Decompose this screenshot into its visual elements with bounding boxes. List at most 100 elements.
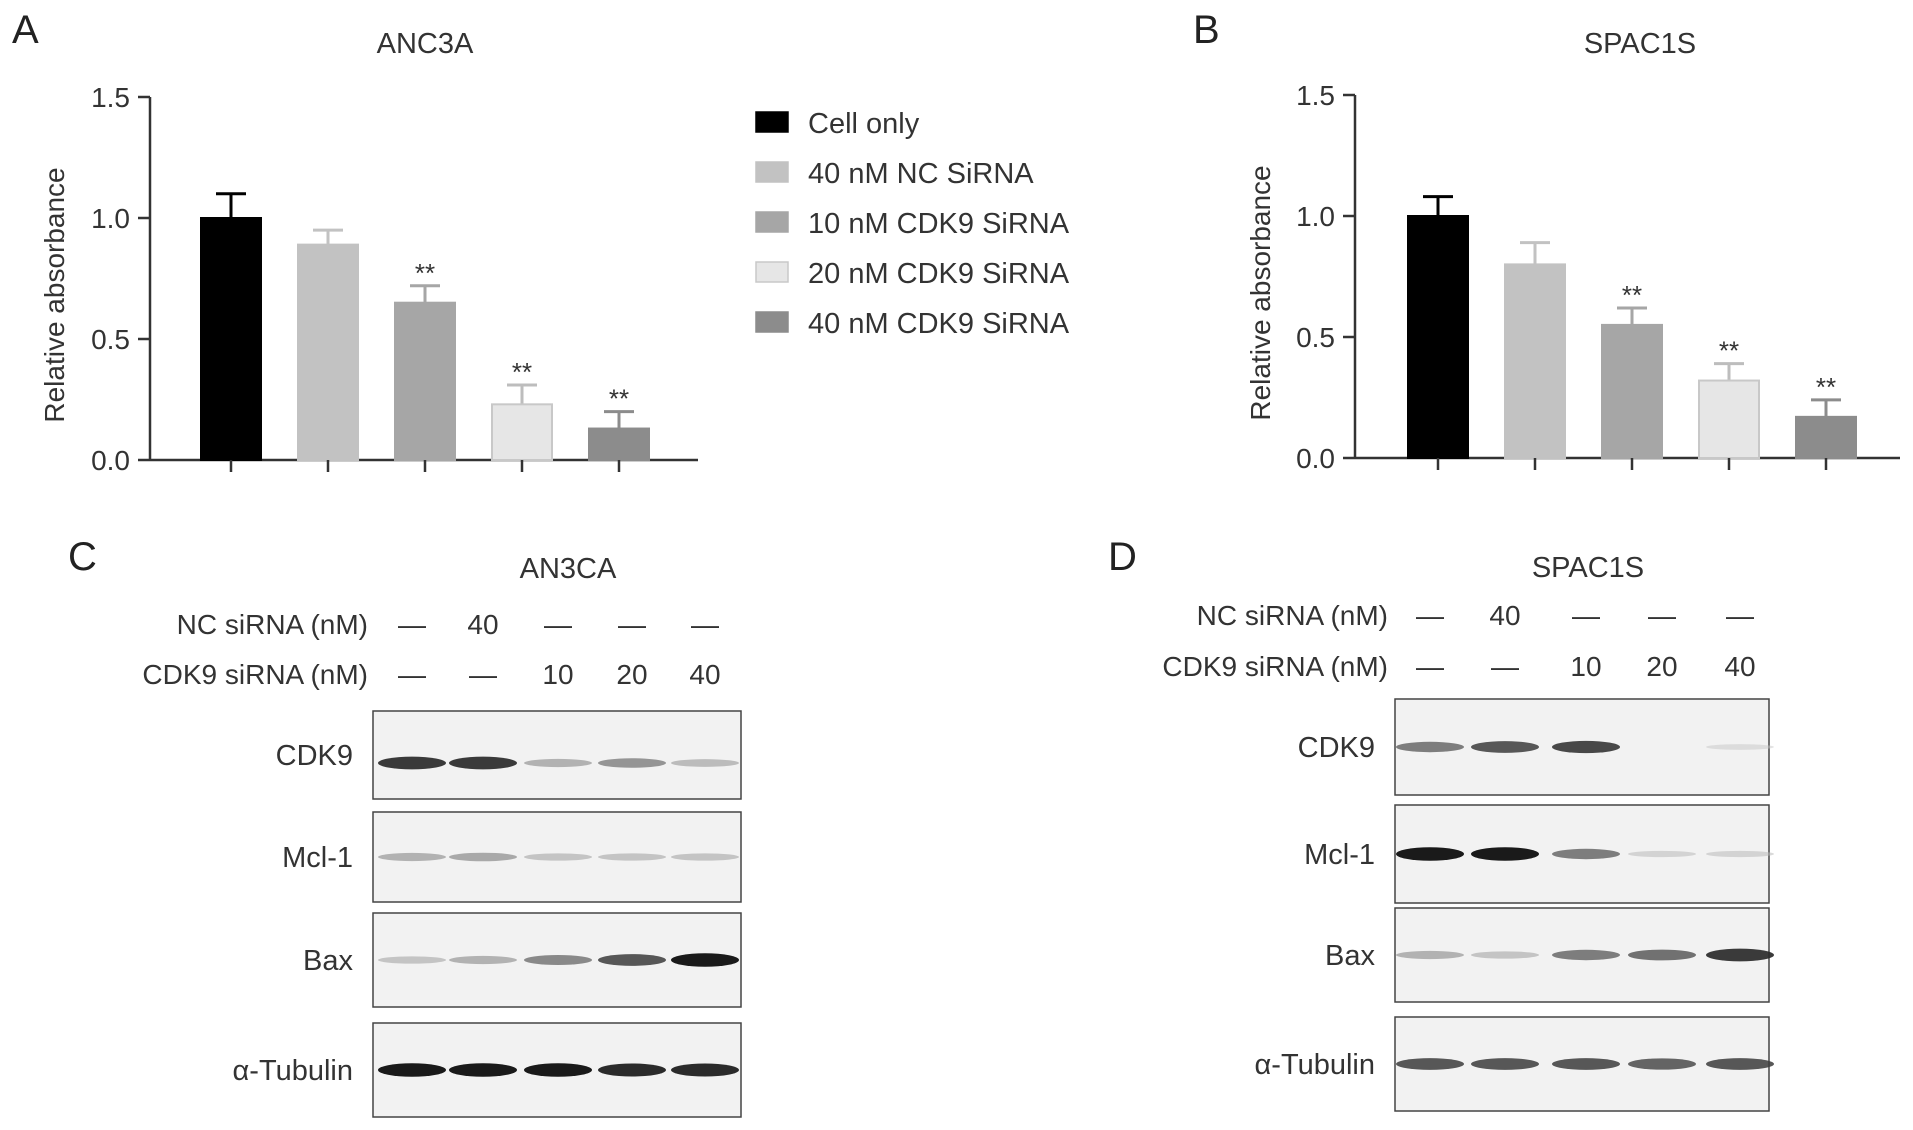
blot-d-protein-label: α-Tubulin (1255, 1049, 1375, 1081)
blot-d-lane-value: — (1416, 651, 1444, 682)
chart-b-bar (1601, 323, 1663, 459)
legend-label: 20 nM CDK9 SiRNA (808, 258, 1070, 290)
legend-label: 40 nM CDK9 SiRNA (808, 308, 1070, 340)
panel-label-b: B (1193, 8, 1220, 52)
chart-a: ANC3A Relative absorbance 0.0 0.5 1.0 1.5 **… (39, 28, 698, 476)
chart-b-ytick-label: 0.0 (1296, 443, 1335, 474)
blot-c-band (598, 954, 666, 966)
blot-d-band (1706, 1058, 1774, 1070)
blot-d-protein-label: Bax (1325, 940, 1375, 972)
blot-c: AN3CA NC siRNA (nM) — 40 — — — CDK9 siRNA (nM)… (142, 553, 742, 1118)
blot-d-lane-value: 20 (1646, 651, 1677, 682)
blot-c-title: AN3CA (520, 553, 617, 585)
blot-c-lane-value: — (398, 609, 426, 640)
blot-c-band (671, 759, 739, 767)
blot-c-band (449, 852, 517, 862)
blot-c-band (524, 955, 592, 965)
blot-d-band (1552, 949, 1620, 961)
blot-c-band (524, 758, 592, 768)
blot-c-band (378, 956, 446, 964)
blot-c-lane-value: — (544, 609, 572, 640)
blot-c-band (378, 756, 446, 770)
chart-a-ytick-label: 1.5 (91, 82, 130, 113)
chart-a-bar (200, 217, 262, 461)
blot-d-lane-value: 40 (1489, 600, 1520, 631)
blot-d-band (1552, 1058, 1620, 1070)
blot-c-band (449, 955, 517, 965)
chart-a-significance: ** (609, 384, 629, 414)
chart-b-ylabel: Relative absorbance (1245, 165, 1276, 420)
blot-d-lane-value: — (1572, 600, 1600, 631)
blot-c-lane-value: — (398, 659, 426, 690)
chart-legend: Cell only 40 nM NC SiRNA 10 nM CDK9 SiRNA 2… (755, 108, 1070, 340)
blot-c-band (598, 853, 666, 861)
blot-d-lane-value: — (1416, 600, 1444, 631)
blot-d-band (1628, 949, 1696, 961)
blot-d-band (1628, 1058, 1696, 1070)
blot-d-band (1396, 741, 1464, 753)
blot-c-lane-value: — (691, 609, 719, 640)
legend-swatch (755, 311, 789, 333)
blot-d-band (1552, 740, 1620, 754)
blot-d-band (1552, 848, 1620, 860)
blot-d-row-label: NC siRNA (nM) (1197, 600, 1388, 631)
blot-d-band (1628, 850, 1696, 858)
blot-c-lane-value: 20 (616, 659, 647, 690)
blot-c-band (524, 1063, 592, 1077)
blot-d-band (1396, 847, 1464, 861)
chart-b-bar (1795, 415, 1857, 459)
blot-c-protein-label: Mcl-1 (282, 842, 353, 874)
blot-d-band (1706, 850, 1774, 858)
legend-swatch (755, 161, 789, 183)
blot-d-band (1396, 1058, 1464, 1070)
chart-b-bar (1504, 263, 1566, 459)
blot-d: SPAC1S NC siRNA (nM) — 40 — — — CDK9 siRNA (nM… (1162, 552, 1774, 1112)
blot-c-row-label: NC siRNA (nM) (177, 609, 368, 640)
blot-d-band (1471, 1058, 1539, 1070)
chart-a-ytick-label: 0.5 (91, 324, 130, 355)
blot-c-band (378, 1063, 446, 1077)
blot-c-band (671, 953, 739, 967)
blot-d-band (1471, 951, 1539, 959)
chart-a-significance: ** (512, 357, 532, 387)
blot-c-band (378, 852, 446, 862)
blot-c-row-label: CDK9 siRNA (nM) (142, 659, 368, 690)
legend-swatch (755, 261, 789, 283)
blot-d-band (1471, 847, 1539, 861)
legend-label: Cell only (808, 108, 920, 140)
blot-c-protein-label: α-Tubulin (233, 1055, 353, 1087)
chart-b: SPAC1S Relative absorbance 0.0 0.5 1.0 1.5 *… (1245, 28, 1900, 474)
blot-c-protein-label: CDK9 (276, 740, 353, 772)
chart-b-title: SPAC1S (1584, 28, 1696, 60)
blot-d-band (1471, 741, 1539, 753)
blot-c-band (598, 758, 666, 768)
chart-a-bar (297, 243, 359, 461)
chart-b-significance: ** (1816, 372, 1836, 402)
chart-a-bar (394, 301, 456, 462)
chart-b-significance: ** (1719, 336, 1739, 366)
chart-a-bar (491, 403, 553, 461)
blot-c-lane-value: — (618, 609, 646, 640)
legend-swatch (755, 211, 789, 233)
blot-c-band (671, 853, 739, 861)
blot-c-protein-label: Bax (303, 945, 353, 977)
panel-label-a: A (12, 8, 39, 52)
chart-a-title: ANC3A (377, 28, 474, 60)
legend-swatch (755, 111, 789, 133)
panel-label-d: D (1108, 535, 1137, 579)
blot-c-band (671, 1063, 739, 1077)
blot-c-band (524, 853, 592, 861)
blot-c-blot-frame (372, 710, 742, 800)
chart-a-ylabel: Relative absorbance (39, 167, 70, 422)
blot-c-band (449, 1063, 517, 1077)
chart-b-ytick-label: 1.5 (1296, 80, 1335, 111)
blot-d-lane-value: — (1491, 651, 1519, 682)
chart-b-bar (1698, 379, 1760, 459)
blot-c-band (598, 1063, 666, 1077)
blot-c-lane-value: 40 (467, 609, 498, 640)
blot-d-lane-value: — (1726, 600, 1754, 631)
chart-b-ytick-label: 1.0 (1296, 201, 1335, 232)
chart-b-bar (1407, 215, 1469, 459)
panel-label-c: C (68, 535, 97, 579)
blot-c-lane-value: — (469, 659, 497, 690)
